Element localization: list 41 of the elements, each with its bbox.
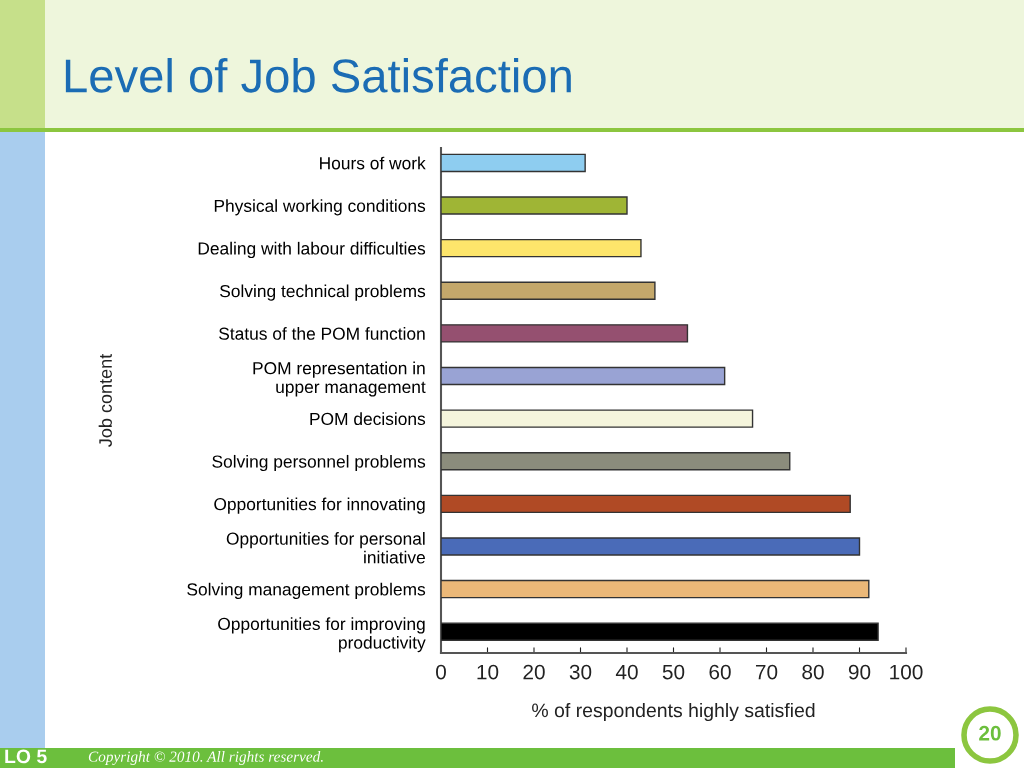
text: Copyright © 2010. All rights reserved.: [88, 751, 323, 765]
y-tick-label: POM decisions: [310, 412, 426, 426]
y-tick-label: Solving management problems: [187, 582, 426, 599]
x-tick-label: 50: [662, 664, 685, 680]
bar: [441, 238, 642, 258]
y-tick-label: POM representation in upper management: [253, 361, 426, 397]
x-tick-label: 80: [802, 664, 824, 680]
x-tick-label: 60: [709, 664, 731, 680]
bar: [441, 452, 791, 471]
y-tick-label: Solving personnel problems: [212, 454, 426, 472]
bar: [441, 494, 851, 514]
chart-title: Level of Job Satisfaction: [65, 57, 571, 93]
y-tick-label: Status of the POM function: [219, 327, 425, 340]
bar: [441, 409, 754, 428]
x-tick-label: 30: [569, 664, 592, 680]
x-tick-label: 100: [890, 664, 923, 680]
bar: [441, 622, 879, 641]
x-tick-label: 0: [436, 664, 446, 680]
y-tick-label: Opportunities for innovating: [214, 497, 425, 514]
x-tick-label: 70: [755, 664, 778, 680]
text: 20: [979, 725, 1001, 741]
y-axis-title: Job content: [98, 353, 112, 447]
x-tick-label: 40: [615, 664, 638, 680]
x-axis-title: % of respondents highly satisfied: [532, 702, 815, 722]
y-tick-label: Hours of work: [320, 156, 426, 170]
y-tick-label: Physical working conditions: [214, 199, 426, 216]
x-tick-label: 10: [477, 664, 499, 680]
y-tick-label: Opportunities for personal initiative: [226, 532, 425, 564]
y-tick-label: Dealing with labour difficulties: [198, 241, 426, 259]
text: LO 5: [5, 749, 47, 764]
bar: [441, 196, 628, 215]
y-tick-label: Solving technical problems: [220, 284, 426, 301]
bar: [441, 153, 586, 173]
bar: [441, 324, 689, 343]
x-tick-label: 90: [848, 664, 871, 680]
bar: [441, 281, 656, 300]
bar: [441, 579, 870, 599]
bar: [441, 537, 861, 556]
y-tick-label: Opportunities for improving productivity: [218, 617, 426, 653]
bar: [441, 366, 726, 386]
x-tick-label: 20: [523, 664, 545, 680]
